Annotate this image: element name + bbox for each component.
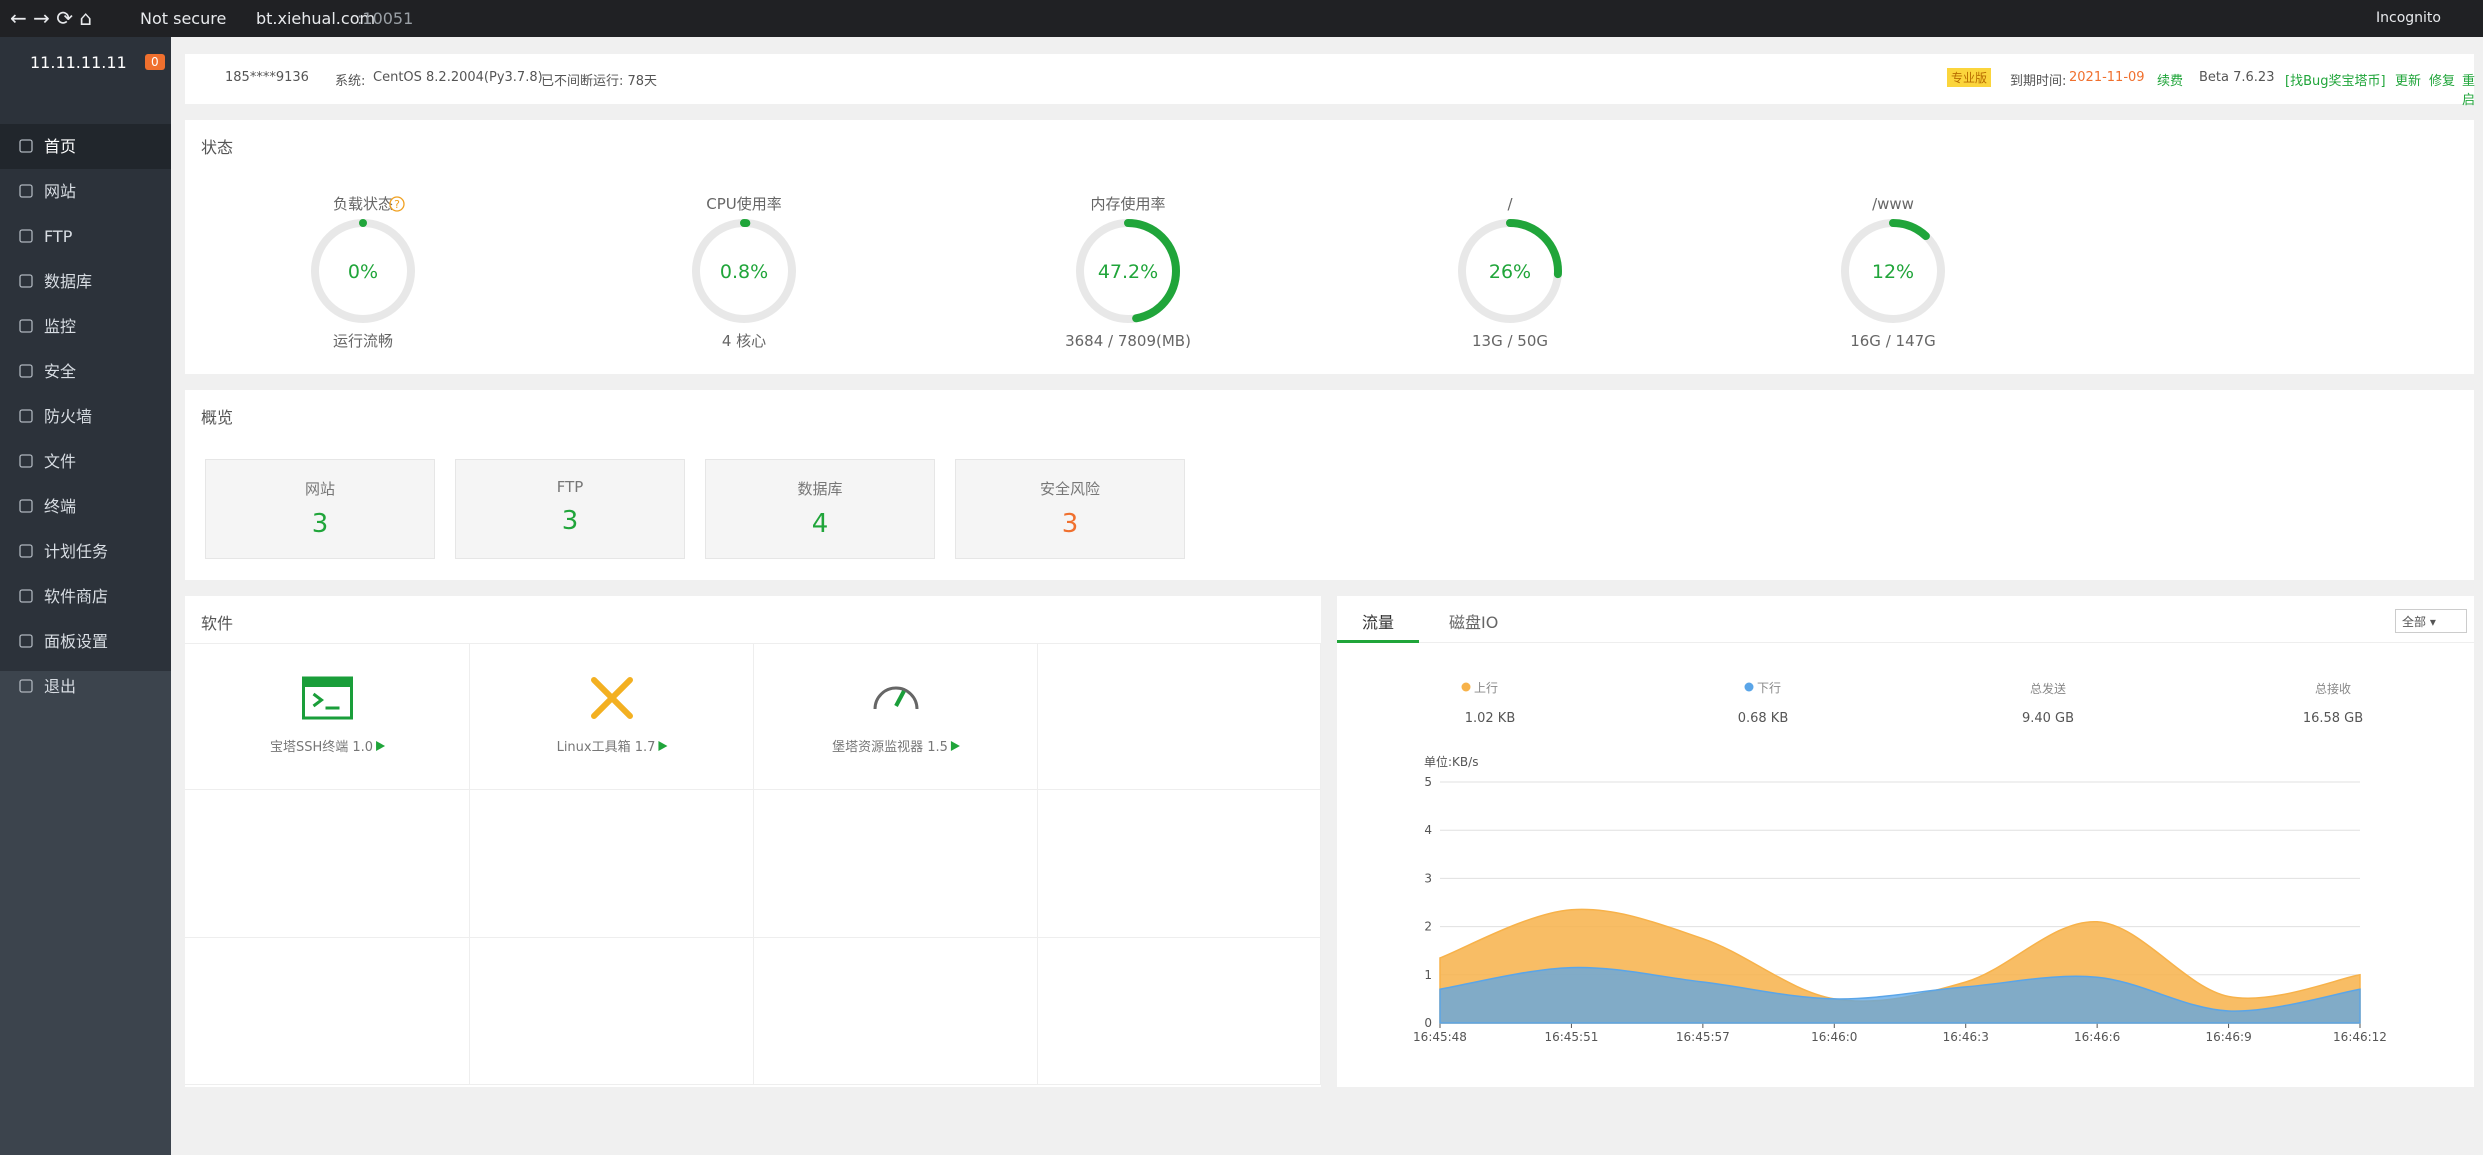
tab[interactable]: 流量 xyxy=(1362,613,1395,632)
menu-item[interactable]: 面板设置 xyxy=(44,632,109,651)
menu-item[interactable]: 软件商店 xyxy=(44,587,109,606)
menu-item[interactable]: 监控 xyxy=(44,317,77,336)
menu-item[interactable]: 终端 xyxy=(44,497,77,516)
stat-label: 总发送 xyxy=(2029,682,2066,696)
menu-item[interactable]: 计划任务 xyxy=(44,542,109,561)
status-card: 状态 xyxy=(185,120,2474,374)
stat-value: 0.68 KB xyxy=(1737,711,1789,726)
user[interactable]: 185****9136 xyxy=(225,70,309,85)
menu-item[interactable]: 安全 xyxy=(44,362,77,381)
software-cell[interactable] xyxy=(754,643,1038,790)
bug-bounty[interactable]: [找Bug奖宝塔币] xyxy=(2285,74,2386,89)
software-cell[interactable] xyxy=(470,643,754,790)
stat-value: 1.02 KB xyxy=(1464,711,1516,726)
system-label: 系统: xyxy=(335,74,366,89)
overview-card: 概览 网站 3 FTP 3 数据库 4 安全风险 3 xyxy=(185,390,2474,580)
software-cell xyxy=(1038,643,1321,790)
stat-value: 9.40 GB xyxy=(2021,711,2075,726)
badge[interactable]: 0 xyxy=(145,54,165,70)
header-card: 185****9136 系统: CentOS 8.2.2004(Py3.7.8)… xyxy=(185,54,2475,108)
uptime: 已不间断运行: 78天 xyxy=(541,74,658,89)
menu-item[interactable]: 文件 xyxy=(44,452,77,471)
tab-divider xyxy=(1337,642,2474,643)
software-cell xyxy=(470,790,754,938)
menu-item[interactable]: 防火墙 xyxy=(44,407,93,426)
port: :10051 xyxy=(357,9,414,28)
browser-bar: ← → ⟳ ⌂ Not secure bt.xiehual.com :10051… xyxy=(0,0,2483,37)
sidebar: 11.11.11.11 0 首页网站 FTP 数据库监控安全防火墙文件终端计划任务软… xyxy=(0,37,171,1155)
restart[interactable]: 重启 xyxy=(2462,74,2476,108)
overview-box[interactable]: 网站 3 xyxy=(205,459,435,559)
overview-label: 安全风险 xyxy=(1039,480,1100,498)
software-cell xyxy=(1038,790,1321,938)
menu-item[interactable]: 网站 xyxy=(44,182,77,201)
menu-item[interactable]: FTP xyxy=(44,227,73,246)
overview-label: 数据库 xyxy=(797,480,843,498)
tab[interactable]: 磁盘IO xyxy=(1449,613,1499,632)
profile: Incognito xyxy=(2376,10,2441,26)
menu-item[interactable]: 退出 xyxy=(44,677,77,696)
edition: 专业版 xyxy=(1947,68,1992,87)
menu-item[interactable]: 首页 xyxy=(0,124,171,169)
software-cell xyxy=(754,790,1038,938)
overview-count: 3 xyxy=(1061,509,1079,539)
host[interactable]: bt.xiehual.com xyxy=(256,9,376,28)
stat-value: 16.58 GB xyxy=(2302,711,2364,726)
overview-box[interactable]: 数据库 4 xyxy=(705,459,935,559)
overview-label: FTP xyxy=(556,478,584,496)
system: CentOS 8.2.2004(Py3.7.8) xyxy=(373,70,543,85)
overview-count: 4 xyxy=(811,509,829,539)
traffic-card: 流量 磁盘IO 全部 ▾ 1.02 KB 0.68 KB 总发送 9.40 GB… xyxy=(1337,596,2474,1087)
overview-count: 3 xyxy=(561,506,579,536)
status-title: 状态 xyxy=(201,138,234,157)
software-title: 软件 xyxy=(201,614,234,633)
menu-item[interactable]: 数据库 xyxy=(44,272,93,291)
expire-date: 2021-11-09 xyxy=(2069,70,2145,85)
software-cell xyxy=(470,938,754,1085)
repair[interactable]: 修复 xyxy=(2429,74,2456,89)
nav-icons: ← → ⟳ ⌂ xyxy=(10,6,93,30)
overview-title: 概览 xyxy=(201,408,234,427)
software-cell xyxy=(754,938,1038,1085)
software-cell[interactable] xyxy=(185,643,470,790)
software-cell xyxy=(1038,938,1321,1085)
renew[interactable]: 续费 xyxy=(2157,74,2184,89)
security: Not secure xyxy=(140,9,227,28)
filter: 全部 xyxy=(2402,615,2427,629)
overview-box[interactable]: 安全风险 3 xyxy=(955,459,1185,559)
overview-count: 3 xyxy=(311,509,329,539)
update[interactable]: 更新 xyxy=(2395,74,2422,89)
overview-box[interactable]: FTP 3 xyxy=(455,459,685,559)
expire-label: 到期时间: xyxy=(2010,74,2067,89)
filter-select[interactable]: 全部 ▾ xyxy=(2395,609,2467,633)
software-card: 软件 xyxy=(185,596,1321,1087)
software-cell xyxy=(185,790,470,938)
tab-active-bar xyxy=(1337,640,1419,643)
server-ip: 11.11.11.11 xyxy=(30,53,127,72)
overview-label: 网站 xyxy=(304,480,335,498)
stat-label: 总接收 xyxy=(2314,682,2351,696)
software-cell xyxy=(185,938,470,1085)
version: Beta 7.6.23 xyxy=(2199,70,2275,85)
